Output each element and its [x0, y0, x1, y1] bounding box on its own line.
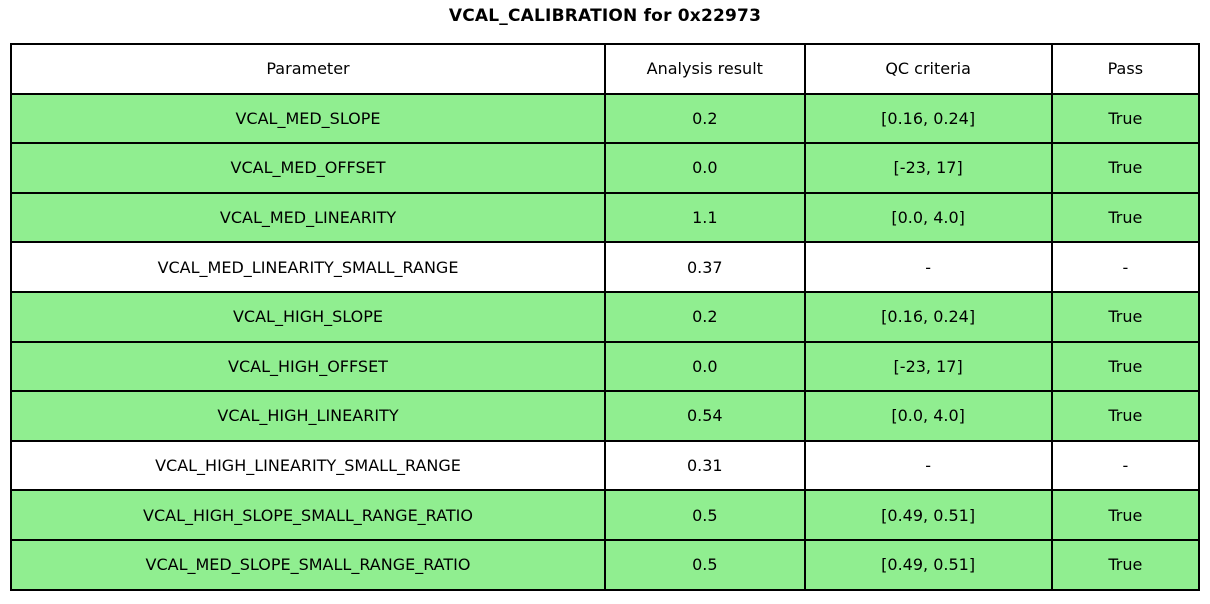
cell-parameter: VCAL_HIGH_OFFSET	[10, 340, 606, 393]
cell-parameter: VCAL_HIGH_LINEARITY	[10, 390, 606, 442]
cell-analysis-result: 0.2	[604, 92, 806, 145]
cell-pass: True	[1050, 390, 1201, 442]
cell-parameter: VCAL_MED_SLOPE	[10, 92, 606, 145]
column-header-parameter: Parameter	[10, 43, 606, 95]
cell-pass: -	[1050, 439, 1201, 492]
cell-parameter: VCAL_HIGH_LINEARITY_SMALL_RANGE	[10, 439, 606, 492]
table-row: VCAL_HIGH_OFFSET 0.0 [-23, 17] True	[10, 340, 1201, 393]
table-row: VCAL_MED_SLOPE_SMALL_RANGE_RATIO 0.5 [0.…	[10, 538, 1201, 591]
table-header-row: Parameter Analysis result QC criteria Pa…	[10, 43, 1201, 95]
cell-qc-criteria: -	[803, 439, 1053, 492]
cell-pass: True	[1050, 340, 1201, 393]
cell-analysis-result: 1.1	[604, 191, 806, 244]
cell-pass: True	[1050, 489, 1201, 541]
page-title: VCAL_CALIBRATION for 0x22973	[448, 6, 762, 26]
cell-pass: True	[1050, 142, 1201, 194]
cell-qc-criteria: [-23, 17]	[803, 340, 1053, 393]
column-header-analysis-result: Analysis result	[604, 43, 806, 95]
cell-pass: True	[1050, 191, 1201, 244]
cell-qc-criteria: [0.0, 4.0]	[803, 390, 1053, 442]
cell-parameter: VCAL_MED_SLOPE_SMALL_RANGE_RATIO	[10, 538, 606, 591]
table-row: VCAL_HIGH_LINEARITY 0.54 [0.0, 4.0] True	[10, 390, 1201, 442]
cell-analysis-result: 0.0	[604, 340, 806, 393]
cell-analysis-result: 0.54	[604, 390, 806, 442]
cell-parameter: VCAL_MED_OFFSET	[10, 142, 606, 194]
cell-analysis-result: 0.0	[604, 142, 806, 194]
table-row: VCAL_HIGH_SLOPE_SMALL_RANGE_RATIO 0.5 [0…	[10, 489, 1201, 541]
table-row: VCAL_MED_LINEARITY 1.1 [0.0, 4.0] True	[10, 191, 1201, 244]
cell-parameter: VCAL_MED_LINEARITY	[10, 191, 606, 244]
cell-parameter: VCAL_HIGH_SLOPE	[10, 290, 606, 343]
cell-qc-criteria: [0.16, 0.24]	[803, 290, 1053, 343]
cell-pass: True	[1050, 92, 1201, 145]
qc-results-table: Parameter Analysis result QC criteria Pa…	[10, 43, 1201, 591]
column-header-pass: Pass	[1050, 43, 1201, 95]
table-row: VCAL_HIGH_LINEARITY_SMALL_RANGE 0.31 - -	[10, 439, 1201, 492]
cell-analysis-result: 0.5	[604, 489, 806, 541]
cell-parameter: VCAL_MED_LINEARITY_SMALL_RANGE	[10, 241, 606, 293]
cell-qc-criteria: [0.49, 0.51]	[803, 489, 1053, 541]
cell-qc-criteria: -	[803, 241, 1053, 293]
cell-qc-criteria: [0.0, 4.0]	[803, 191, 1053, 244]
column-header-qc-criteria: QC criteria	[803, 43, 1053, 95]
table-row: VCAL_MED_SLOPE 0.2 [0.16, 0.24] True	[10, 92, 1201, 145]
cell-analysis-result: 0.5	[604, 538, 806, 591]
cell-analysis-result: 0.31	[604, 439, 806, 492]
cell-pass: True	[1050, 538, 1201, 591]
table-row: VCAL_MED_OFFSET 0.0 [-23, 17] True	[10, 142, 1201, 194]
cell-qc-criteria: [0.16, 0.24]	[803, 92, 1053, 145]
cell-qc-criteria: [-23, 17]	[803, 142, 1053, 194]
cell-qc-criteria: [0.49, 0.51]	[803, 538, 1053, 591]
cell-pass: True	[1050, 290, 1201, 343]
table-row: VCAL_MED_LINEARITY_SMALL_RANGE 0.37 - -	[10, 241, 1201, 293]
cell-analysis-result: 0.2	[604, 290, 806, 343]
cell-pass: -	[1050, 241, 1201, 293]
table-row: VCAL_HIGH_SLOPE 0.2 [0.16, 0.24] True	[10, 290, 1201, 343]
cell-parameter: VCAL_HIGH_SLOPE_SMALL_RANGE_RATIO	[10, 489, 606, 541]
cell-analysis-result: 0.37	[604, 241, 806, 293]
